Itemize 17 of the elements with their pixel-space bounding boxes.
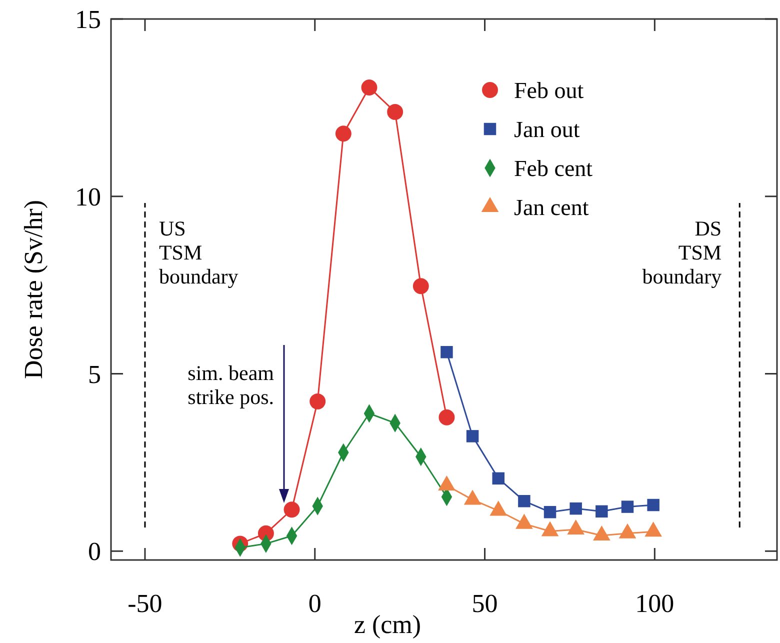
ref-line-label: DS TSM boundary xyxy=(642,216,722,288)
legend-label: Feb out xyxy=(514,78,584,103)
y-tick-label: 0 xyxy=(88,537,101,566)
x-axis-title: z (cm) xyxy=(354,610,422,639)
legend-label: Feb cent xyxy=(514,156,594,181)
y-tick-label: 15 xyxy=(75,5,101,34)
y-axis-title: Dose rate (Sv/hr) xyxy=(19,200,48,380)
y-tick-label: 5 xyxy=(88,360,101,389)
legend-label: Jan cent xyxy=(514,195,590,220)
ref-line-label: US TSM boundary xyxy=(158,216,239,288)
x-tick-label: -50 xyxy=(128,589,162,618)
legend-label: Jan out xyxy=(514,117,580,142)
x-tick-label: 50 xyxy=(472,589,498,618)
x-tick-label: 0 xyxy=(308,589,322,618)
annotation: sim. beam strike pos. xyxy=(188,361,274,409)
x-tick-label: 100 xyxy=(635,589,674,618)
y-tick-label: 10 xyxy=(75,182,101,212)
